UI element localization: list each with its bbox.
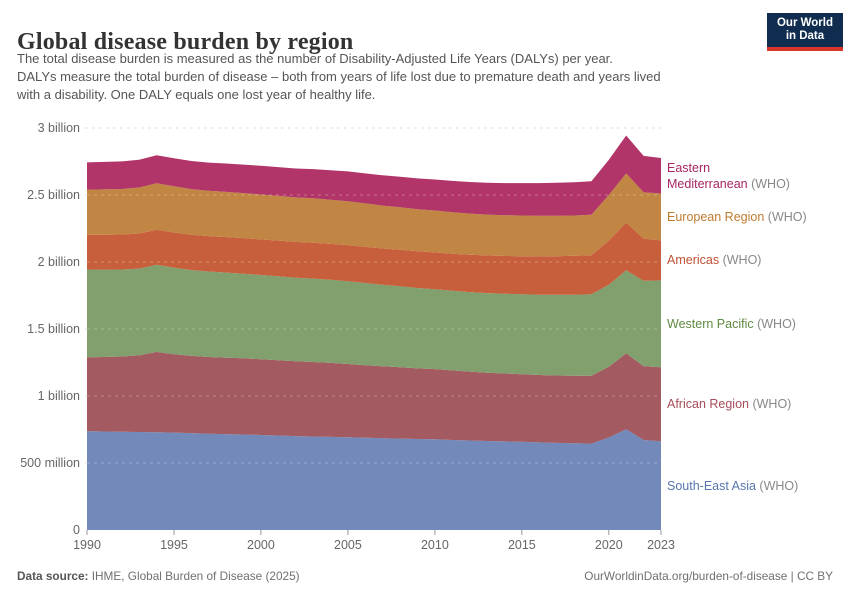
y-tick-label: 1.5 billion xyxy=(27,322,80,336)
area-african-region[interactable] xyxy=(87,351,661,444)
data-source-label: Data source: xyxy=(17,569,89,583)
legend-item-african-region[interactable]: African Region (WHO) xyxy=(667,396,791,412)
legend-who-suffix: (WHO) xyxy=(751,176,790,191)
legend-label: Mediterranean (WHO) xyxy=(667,176,790,191)
chart-subtitle: The total disease burden is measured as … xyxy=(17,51,661,102)
legend-who-suffix: (WHO) xyxy=(759,478,799,493)
y-tick-label: 1 billion xyxy=(37,389,80,403)
legend-label: Americas (WHO) xyxy=(667,253,762,268)
x-tick-label: 2023 xyxy=(647,538,675,552)
legend-item-americas[interactable]: Americas (WHO) xyxy=(667,252,761,268)
legend-item-eastern-mediterranean[interactable]: Eastern Mediterranean (WHO) xyxy=(667,160,790,192)
chart-title: Global disease burden by region xyxy=(17,29,354,56)
y-tick-label: 2 billion xyxy=(37,255,80,269)
legend-label: Western Pacific (WHO) xyxy=(667,316,796,331)
legend-item-western-pacific[interactable]: Western Pacific (WHO) xyxy=(667,316,796,332)
footer-link[interactable]: OurWorldinData.org/burden-of-disease | C… xyxy=(584,569,833,583)
legend-label: South-East Asia (WHO) xyxy=(667,478,799,493)
area-americas[interactable] xyxy=(87,222,661,295)
legend-item-european-region[interactable]: European Region (WHO) xyxy=(667,209,807,225)
x-tick-label: 1990 xyxy=(73,538,101,552)
x-tick-label: 1995 xyxy=(160,538,188,552)
data-source: Data source: IHME, Global Burden of Dise… xyxy=(17,569,300,583)
y-tick-label: 2.5 billion xyxy=(27,188,80,202)
x-tick-label: 2005 xyxy=(334,538,362,552)
legend-label: Eastern xyxy=(667,160,711,175)
x-tick-label: 2015 xyxy=(507,538,536,552)
legend-who-suffix: (WHO) xyxy=(767,209,807,224)
data-source-text: IHME, Global Burden of Disease (2025) xyxy=(88,569,300,583)
area-european-region[interactable] xyxy=(87,173,661,257)
owid-logo[interactable]: Our World in Data xyxy=(767,13,843,51)
y-tick-label: 500 million xyxy=(20,456,80,470)
area-south-east-asia[interactable] xyxy=(87,429,661,530)
y-tick-label: 3 billion xyxy=(37,121,80,135)
legend-label: African Region (WHO) xyxy=(667,397,792,412)
area-western-pacific[interactable] xyxy=(87,264,661,376)
legend-label: European Region (WHO) xyxy=(667,209,807,224)
stacked-area-chart[interactable] xyxy=(0,0,850,560)
area-eastern-mediterranean[interactable] xyxy=(87,135,661,216)
x-tick-label: 2000 xyxy=(247,538,275,552)
y-tick-label: 0 xyxy=(73,523,80,537)
legend-who-suffix: (WHO) xyxy=(722,253,762,268)
x-tick-label: 2010 xyxy=(420,538,449,552)
owid-logo-text: Our World in Data xyxy=(776,17,833,42)
x-tick-label: 2020 xyxy=(594,538,623,552)
legend-who-suffix: (WHO) xyxy=(752,397,792,412)
legend-item-south-east-asia[interactable]: South-East Asia (WHO) xyxy=(667,478,798,494)
legend-who-suffix: (WHO) xyxy=(757,316,796,331)
chart-footer: Data source: IHME, Global Burden of Dise… xyxy=(17,569,833,583)
